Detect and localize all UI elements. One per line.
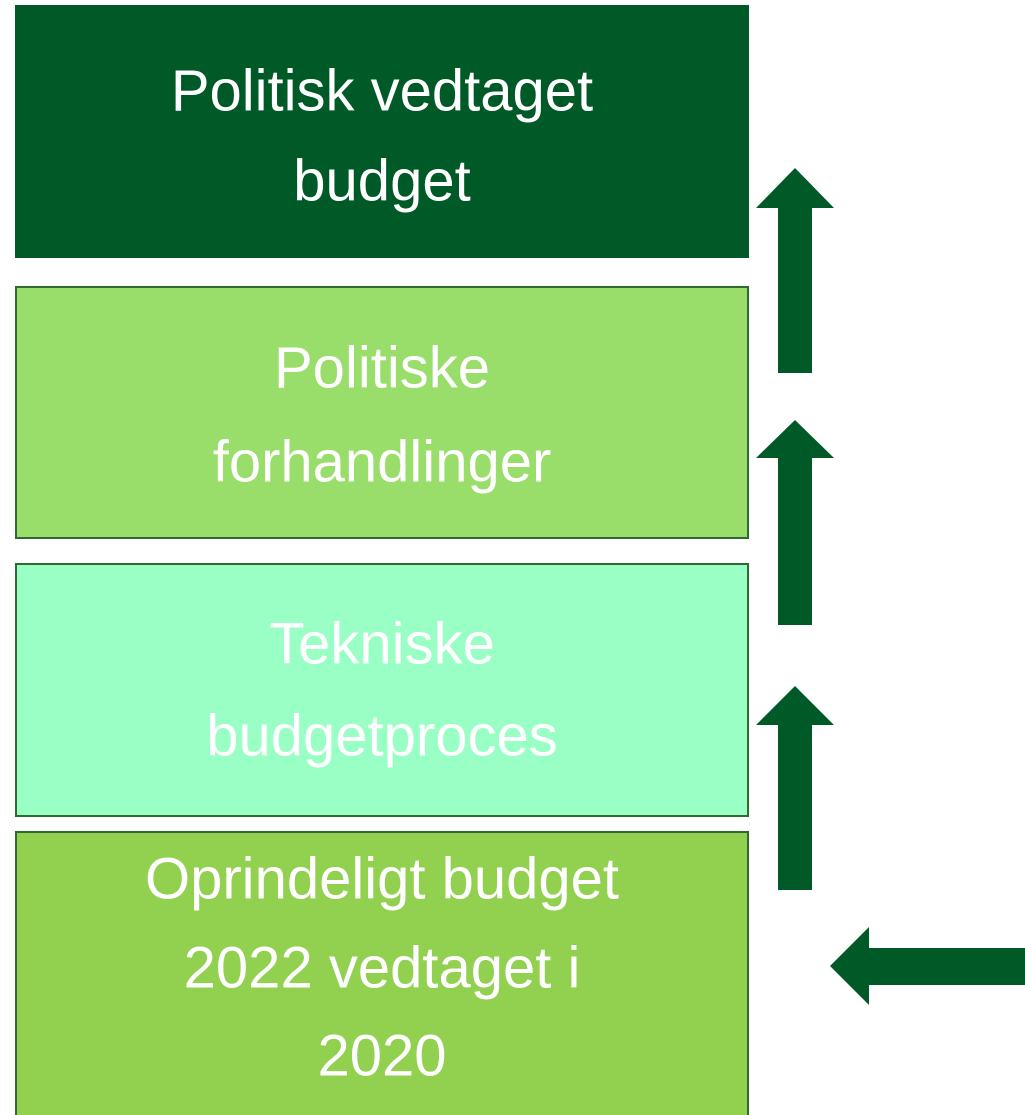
box-technical: [15, 563, 749, 817]
arrow-up: [756, 168, 834, 373]
box-label: Oprindeligt budget: [145, 846, 619, 911]
box-label: budgetproces: [206, 703, 557, 768]
box-original: [15, 831, 749, 1115]
box-label: 2022 vedtaget i: [184, 935, 581, 1000]
box-label: budget: [293, 148, 470, 213]
box-label: Tekniske: [269, 611, 495, 676]
box-approved: [15, 5, 749, 258]
box-negotiations: [15, 286, 749, 539]
labels: Politisk vedtaget budget Politiske forhandl…: [145, 58, 619, 1088]
box-label: Politiske: [274, 335, 490, 400]
arrow-left: [830, 927, 1025, 1005]
box-label: Politisk vedtaget: [171, 58, 593, 123]
box-label: 2020: [317, 1023, 446, 1088]
arrow-up: [756, 686, 834, 890]
arrow-up: [756, 420, 834, 625]
box-label: forhandlinger: [213, 429, 552, 494]
